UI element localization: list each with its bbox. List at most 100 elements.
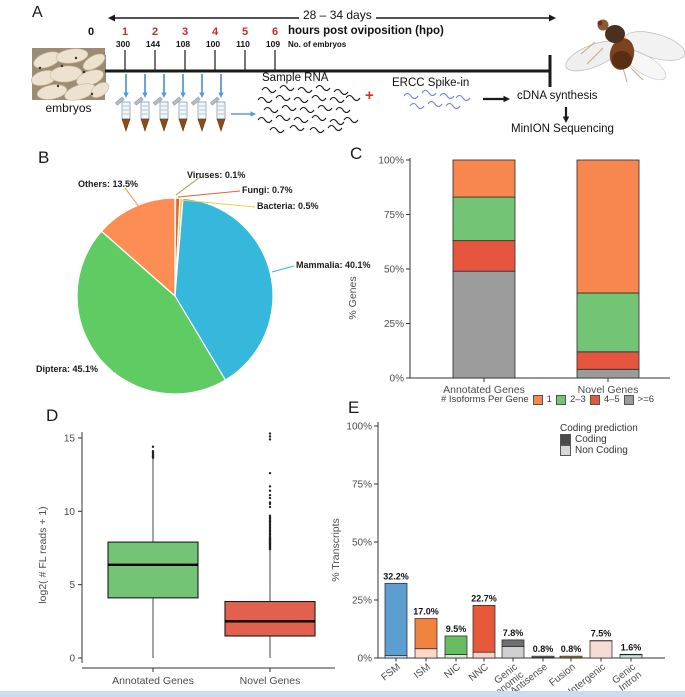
e-bar-value: 17.0% (413, 607, 439, 617)
d-outlier (151, 445, 155, 448)
e-bar-nic-noncoding (444, 654, 468, 659)
transcript-categories-chart: 0% 25% 50% 75% 100% 32.2% FSM 17.0% ISM 9.5% NIC 22… (330, 422, 665, 697)
arrowhead (142, 92, 148, 98)
pie-leader-fungi (177, 190, 241, 198)
c-bar-novel-genes-1 (576, 159, 640, 294)
taxa-pie-chart (76, 176, 295, 395)
e-category-label: NNC (467, 662, 491, 684)
isoforms-legend-swatch-4–5 (589, 395, 600, 406)
tube-3 (152, 96, 169, 132)
e-bar-ism-coding (414, 618, 438, 650)
embryo-counts-caption: No. of embryos (288, 40, 347, 49)
tube-6 (209, 96, 226, 132)
e-bar-nnc-coding (472, 604, 496, 653)
coding-legend-item: Non Coding (560, 445, 638, 456)
c-ytick: 50% (384, 265, 404, 276)
embryos-caption: embryos (45, 101, 92, 115)
d-outlier (268, 438, 272, 441)
d-ytick: 10 (64, 507, 76, 518)
embryo-count-3: 100 (205, 39, 221, 49)
embryo-count-0: 300 (115, 39, 131, 49)
pie-label-mammalia: Mammalia: 40.1% (296, 260, 371, 270)
d-y-axis-title: log2( # FL reads + 1) (37, 506, 49, 603)
pie-slice-diptera (76, 230, 227, 395)
arrowhead (199, 92, 205, 98)
d-box-novel-genes (224, 600, 316, 637)
pie-label-diptera: Diptera: 45.1% (36, 364, 99, 374)
e-bar-value: 32.2% (383, 571, 409, 581)
d-outlier (268, 496, 272, 500)
e-bar-value: 0.8% (533, 644, 554, 654)
isoforms-per-gene-chart: 0% 25% 50% 75% 100% Annotated Genes Novel Gene… (347, 156, 670, 396)
d-outlier (268, 505, 272, 509)
arrowhead (123, 92, 129, 98)
e-ytick: 100% (346, 422, 372, 433)
isoforms-legend-swatch-2–3 (555, 395, 566, 406)
d-outlier (268, 432, 272, 435)
embryo-count-1: 144 (145, 39, 161, 49)
panel-a-label: A (32, 4, 43, 21)
isoforms-legend: # Isoforms Per Gene 1 2–3 4–5 >=6 (441, 394, 654, 406)
embryo-count-2: 108 (175, 39, 191, 49)
pie-label-viruses: Viruses: 0.1% (187, 170, 246, 180)
isoforms-legend-label: 1 (546, 394, 552, 405)
sample-rna-squiggles (257, 84, 361, 134)
e-bar-ism-noncoding (414, 648, 438, 659)
ercc-label: ERCC Spike-in (392, 77, 470, 89)
e-bar-value: 1.6% (621, 642, 642, 652)
e-bar-genic-genomic-coding (501, 639, 525, 647)
hpo-hour-5: 5 (241, 26, 249, 38)
e-bar-genic-genomic-noncoding (501, 646, 525, 659)
e-bar-antisense-coding (531, 655, 555, 658)
ercc-squiggles (403, 89, 471, 110)
hpo-hour-4: 4 (211, 26, 219, 38)
fly-image (565, 19, 685, 83)
e-bar-value: 22.7% (471, 593, 497, 603)
e-bar-fusion-coding (559, 655, 583, 659)
pie-label-bacteria: Bacteria: 0.5% (257, 201, 319, 211)
d-category-label: Annotated Genes (112, 675, 194, 687)
arrowhead (218, 92, 224, 98)
pie-leader-others (124, 187, 144, 213)
panel-d-label: D (46, 406, 59, 425)
c-ytick: 100% (378, 156, 404, 167)
pie-slice-others (100, 197, 176, 298)
e-bar-value: 9.5% (446, 624, 467, 634)
c-ytick: 25% (384, 319, 404, 330)
embryo-count-4: 110 (236, 39, 250, 49)
arrowhead (180, 92, 186, 98)
e-category-label: FSM (379, 662, 402, 684)
e-category-label: ISM (412, 662, 433, 682)
hpo-hour-3: 3 (181, 26, 189, 38)
pie-slice-mammalia (174, 197, 274, 381)
coding-legend-title: Coding prediction (560, 423, 638, 434)
c-category-label: Novel Genes (578, 384, 639, 396)
e-bar-intergenic-noncoding (589, 640, 613, 659)
c-y-axis-title: % Genes (347, 276, 359, 319)
isoforms-legend-label: 4–5 (603, 394, 620, 405)
e-bar-fsm-coding (384, 582, 408, 657)
tube-1 (114, 96, 131, 132)
e-ytick: 75% (352, 480, 372, 491)
c-bar-annotated-genes-4–5 (452, 240, 516, 272)
e-bar-value: 7.8% (503, 628, 524, 638)
arrowhead (549, 14, 556, 22)
duration-label: 28 – 34 days (299, 8, 376, 23)
coding-legend-swatch-coding (560, 434, 571, 445)
hpo-hour-6: 6 (271, 26, 279, 38)
panel-a-workflow-graphic (31, 14, 685, 134)
bottom-strip (0, 691, 685, 697)
d-outlier (268, 514, 272, 517)
panel-e-label: E (348, 398, 360, 417)
tube-4 (171, 96, 188, 132)
e-bar-nic-coding (444, 635, 468, 655)
c-ytick: 75% (384, 210, 404, 221)
d-outlier (268, 485, 272, 488)
e-category-label: GenicIntron (610, 662, 644, 695)
d-outlier (268, 493, 272, 497)
arrowhead (250, 111, 256, 117)
d-category-label: Novel Genes (240, 675, 301, 687)
coding-legend-items: Coding Non Coding (560, 434, 638, 456)
coding-legend-label: Coding (575, 434, 607, 445)
